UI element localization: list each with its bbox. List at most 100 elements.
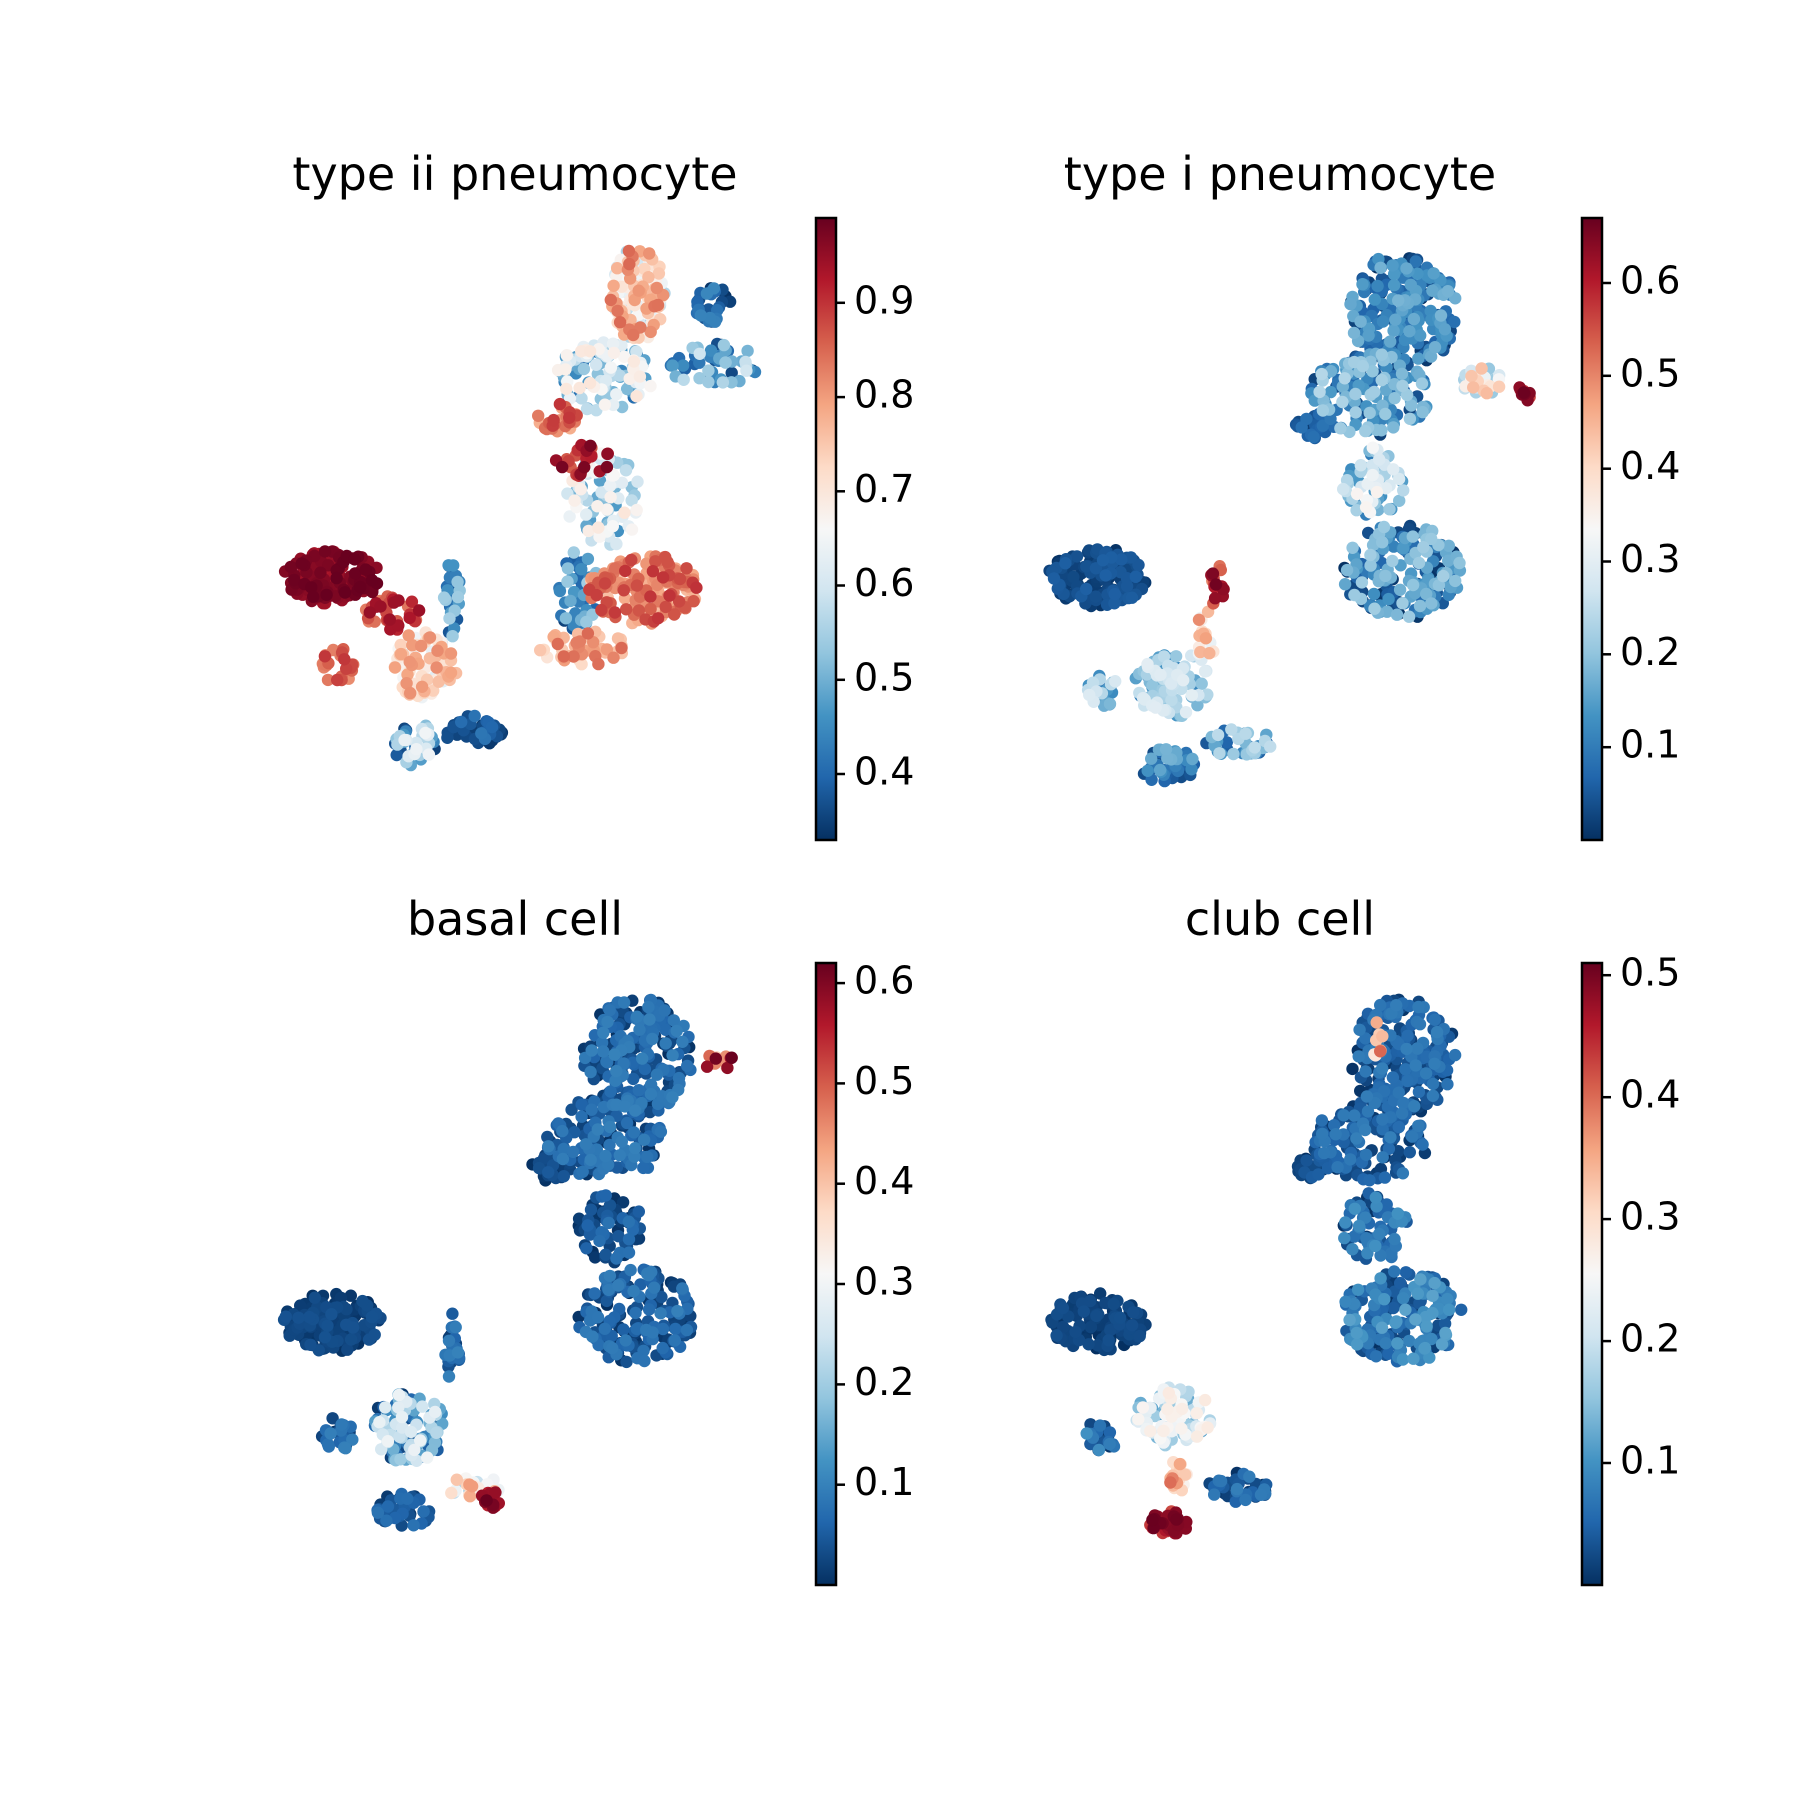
scatter-point <box>617 996 631 1009</box>
scatter-point <box>1426 1077 1440 1091</box>
scatter-point <box>1124 551 1138 564</box>
scatter-point <box>1338 578 1352 591</box>
scatter-point <box>414 639 428 653</box>
scatter-point <box>648 1281 661 1294</box>
scatter-point <box>427 684 440 697</box>
scatter-point <box>1448 315 1461 329</box>
scatter-point <box>1376 1123 1389 1136</box>
scatter-point <box>575 392 588 405</box>
scatter-point <box>561 562 575 575</box>
scatter-point <box>1412 1085 1426 1099</box>
scatter-point <box>1092 1443 1106 1457</box>
scatter-point <box>1395 1107 1409 1120</box>
scatter-point <box>1397 1097 1410 1110</box>
scatter-point <box>630 503 643 517</box>
colorbar-tick-label: 0.3 <box>1620 1195 1680 1239</box>
scatter-point <box>307 590 320 603</box>
scatter-point <box>1426 1306 1439 1320</box>
scatter-point <box>1366 365 1379 378</box>
scatter-point <box>405 595 419 608</box>
colorbar-tick-label: 0.3 <box>854 1260 914 1304</box>
scatter-point <box>687 595 700 608</box>
scatter-point <box>1084 1320 1098 1334</box>
scatter-point <box>627 328 640 342</box>
scatter-point <box>1364 559 1377 572</box>
colorbar-gradient <box>814 961 838 1587</box>
scatter-point <box>1413 1017 1427 1031</box>
scatter-point <box>1093 1419 1107 1432</box>
scatter-point <box>404 686 417 700</box>
scatter-point <box>1425 1332 1438 1346</box>
scatter-point <box>1300 1154 1313 1167</box>
scatter-point <box>1374 1249 1387 1262</box>
scatter-point <box>1159 743 1173 756</box>
scatter-point <box>1149 701 1162 714</box>
scatter-point <box>1354 315 1367 328</box>
scatter-point <box>676 1282 689 1295</box>
scatter-point <box>629 1306 642 1320</box>
scatter-point <box>1415 377 1429 390</box>
scatter-point <box>600 643 614 656</box>
scatter-point <box>1229 1495 1242 1508</box>
scatter-point <box>403 655 416 669</box>
scatter-point <box>627 1284 640 1298</box>
scatter-point <box>590 358 603 371</box>
scatter-point <box>279 1310 292 1323</box>
scatter-point <box>642 1303 656 1316</box>
scatter-point <box>1416 1138 1429 1151</box>
scatter-point <box>373 1416 386 1429</box>
scatter-point <box>666 359 679 372</box>
scatter-point <box>1239 1493 1252 1507</box>
scatter-point <box>1336 395 1349 409</box>
scatter-point <box>1047 572 1061 585</box>
scatter-point <box>1165 677 1178 690</box>
scatter-point <box>292 1311 305 1325</box>
scatter-point <box>573 381 586 395</box>
colorbar-tick-label: 0.3 <box>1620 537 1680 581</box>
colorbar-tick-label: 0.2 <box>854 1360 914 1404</box>
scatter-point <box>401 1492 414 1505</box>
scatter-point <box>1448 1048 1462 1062</box>
scatter-point <box>1370 1016 1383 1029</box>
scatter-point <box>1334 422 1347 435</box>
scatter-point <box>725 376 738 389</box>
scatter-point <box>1115 553 1128 566</box>
scatter-point <box>1400 262 1413 275</box>
scatter-point <box>1376 315 1390 328</box>
scatter-point <box>1367 587 1381 601</box>
scatter-point <box>603 1120 617 1134</box>
scatter-point <box>1125 1319 1139 1332</box>
scatter-point <box>1361 1105 1375 1118</box>
scatter-point <box>390 748 403 762</box>
scatter-point <box>1350 504 1363 517</box>
scatter-point <box>1414 1273 1427 1286</box>
scatter-point <box>346 1321 360 1334</box>
scatter-point <box>666 1091 679 1104</box>
scatter-point <box>603 1199 617 1212</box>
scatter-point <box>631 475 644 488</box>
scatter-point <box>344 1289 357 1302</box>
colorbar-gradient <box>1580 216 1604 842</box>
scatter-point <box>1430 1025 1444 1039</box>
scatter-point <box>609 1074 622 1088</box>
scatter-point <box>1428 1013 1442 1026</box>
scatter-point <box>656 1341 669 1355</box>
colorbar-tick-label: 0.2 <box>1620 630 1680 674</box>
scatter-point <box>430 661 443 674</box>
scatter-point <box>618 1100 632 1113</box>
scatter-point <box>630 1010 644 1023</box>
scatter-point <box>444 647 458 660</box>
scatter-point <box>1364 548 1377 562</box>
scatter-point <box>1396 1167 1410 1180</box>
scatter-point <box>394 647 408 661</box>
colorbar: 0.4 0.5 0.6 0.7 0.8 0.9 <box>814 216 914 842</box>
scatter-point <box>1220 736 1234 749</box>
scatter-point <box>1393 583 1407 596</box>
scatter-point <box>628 293 641 307</box>
scatter-point <box>1346 1062 1359 1076</box>
scatter-point <box>565 1103 578 1116</box>
scatter-point <box>324 1427 337 1440</box>
scatter-point <box>402 629 415 642</box>
scatter-point <box>1406 1130 1419 1143</box>
scatter-point <box>1408 1100 1421 1113</box>
